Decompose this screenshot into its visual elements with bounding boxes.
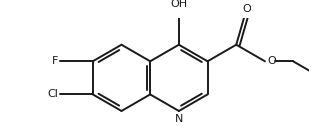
Text: N: N — [175, 114, 183, 124]
Text: O: O — [242, 4, 251, 14]
Text: OH: OH — [170, 0, 187, 9]
Text: Cl: Cl — [47, 89, 58, 99]
Text: F: F — [51, 56, 58, 66]
Text: O: O — [268, 56, 276, 66]
